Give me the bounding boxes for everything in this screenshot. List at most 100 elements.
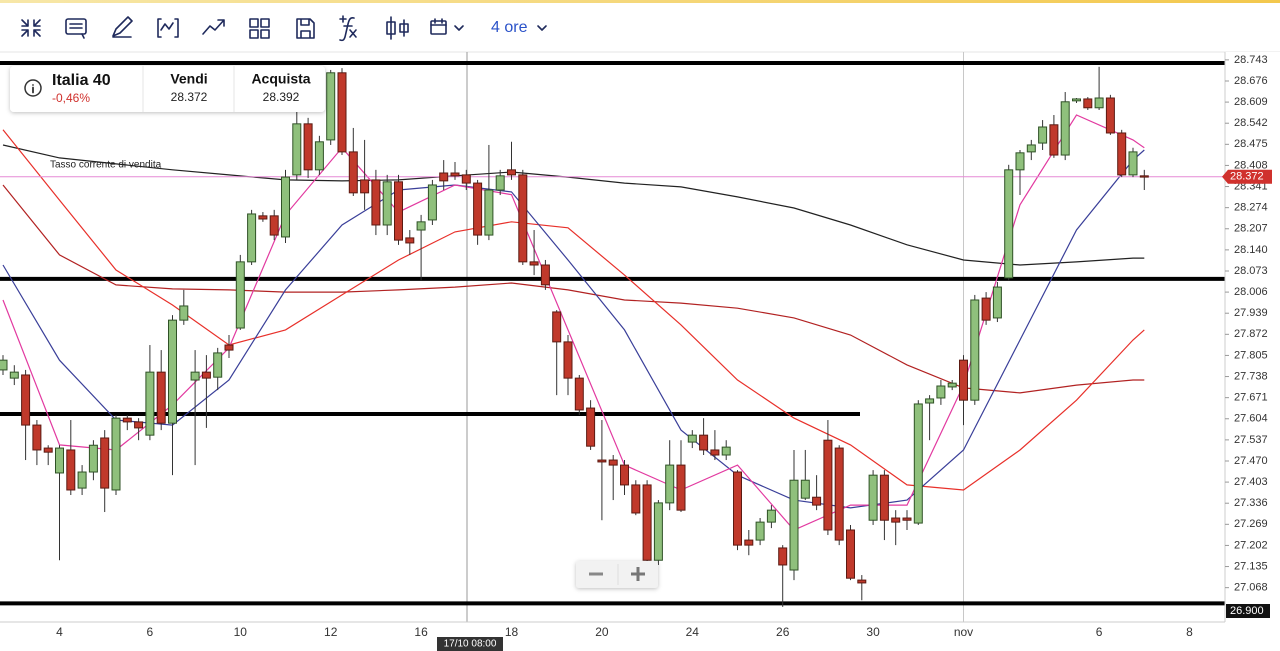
candle-body (552, 311, 562, 343)
candle-body (269, 215, 279, 236)
sell-price[interactable]: 28.372 (171, 90, 208, 104)
indicator-icon[interactable] (157, 18, 179, 38)
trend-icon[interactable] (202, 19, 225, 35)
candle-body (913, 403, 923, 524)
candle-body (857, 579, 867, 584)
x-tick-label: 18 (505, 625, 519, 639)
candle-body (111, 417, 121, 491)
x-tick-label: 10 (234, 625, 248, 639)
candle-body (507, 169, 516, 176)
candle-body (879, 474, 889, 521)
instrument-card (10, 66, 325, 112)
y-tick-label: 28.408 (1234, 159, 1268, 171)
card-bg (10, 66, 325, 112)
y-tick-label: 27.537 (1234, 434, 1268, 446)
candle-body (755, 521, 765, 541)
sell-label[interactable]: Vendi (170, 71, 207, 87)
zoom-in[interactable] (631, 567, 645, 581)
x-tick-label: 16 (414, 625, 428, 639)
candle-body (247, 213, 257, 263)
moving-average (2, 144, 1145, 266)
candle-body (834, 447, 844, 541)
candle-body (32, 424, 42, 451)
draw-icon[interactable] (112, 16, 133, 38)
candle-body (21, 374, 31, 426)
candle-body (1128, 151, 1138, 176)
candle-body (529, 261, 539, 266)
save-icon[interactable] (296, 18, 315, 39)
candle-body (744, 539, 754, 546)
moving-average (2, 129, 1145, 491)
fullscreen-icon[interactable] (21, 19, 41, 37)
candle-body (235, 261, 245, 329)
candle-body (563, 341, 573, 379)
candle-body (473, 182, 483, 236)
candle-body (608, 459, 618, 466)
y-tick-label: 27.872 (1234, 328, 1268, 340)
calendar-icon[interactable] (430, 18, 464, 35)
candle-body (620, 464, 629, 486)
timeframe[interactable]: 4 ore (491, 19, 528, 36)
candle-body (846, 529, 855, 579)
y-tick-label: 27.135 (1234, 560, 1268, 572)
info-icon[interactable] (24, 79, 42, 97)
x-tick-label: 8 (1186, 625, 1193, 639)
x-tick-label: 30 (866, 625, 880, 639)
candle-body (733, 471, 742, 546)
candle-body (292, 123, 302, 176)
timeframe-caret[interactable] (537, 25, 547, 31)
candle-body (394, 181, 403, 241)
candle-body (281, 176, 290, 238)
candle-body (9, 371, 19, 379)
layout-icon[interactable] (249, 18, 270, 39)
y-tick-label: 27.336 (1234, 497, 1268, 509)
candle-body (88, 444, 98, 473)
notes-icon[interactable] (65, 18, 87, 39)
candle-body (868, 474, 878, 521)
y-tick-label: 28.542 (1234, 117, 1268, 129)
candle-body (348, 151, 358, 194)
candle-body (371, 179, 381, 226)
candle-body (891, 517, 901, 523)
buy-price[interactable]: 28.392 (263, 90, 300, 104)
candle-body (1026, 144, 1036, 153)
x-tick-label: 6 (1096, 625, 1103, 639)
top-strip (0, 0, 1280, 3)
candle-body (495, 175, 505, 191)
candle-body (461, 174, 471, 184)
candle-body (0, 359, 8, 371)
candle-body (427, 184, 437, 221)
x-tick-label: 6 (147, 625, 154, 639)
buy-label[interactable]: Acquista (251, 71, 310, 87)
candle-icon[interactable] (386, 16, 409, 40)
candle-body (676, 464, 686, 511)
candle-body (213, 352, 223, 378)
moving-average (2, 114, 1145, 531)
candle-body (902, 517, 912, 521)
y-tick-label: 27.470 (1234, 455, 1268, 467)
candle-body (1117, 132, 1127, 176)
candle-body (597, 459, 607, 463)
candle-body (947, 382, 957, 388)
instrument-name: Italia 40 (52, 72, 111, 89)
candle-body (179, 305, 189, 321)
y-tick-label: 28.743 (1234, 54, 1268, 66)
candle-body (970, 299, 980, 401)
candle-body (314, 141, 324, 171)
candle-body (416, 221, 426, 231)
candle-body (631, 484, 641, 514)
x-tick-label: 24 (686, 625, 700, 639)
y-tick-label: 27.671 (1234, 392, 1268, 404)
y-tick-label: 27.403 (1234, 476, 1268, 488)
candle-body (258, 215, 268, 220)
zoom-bg (576, 561, 658, 588)
candle-body (145, 371, 155, 436)
candle-body (800, 479, 810, 499)
y-tick-label: 28.676 (1234, 75, 1268, 87)
candle-body (653, 502, 663, 561)
function-icon[interactable] (339, 15, 357, 42)
candle-body (1105, 97, 1115, 134)
candle-body (303, 123, 313, 171)
toolbar: 4 ore (21, 15, 547, 42)
candle-body (1083, 98, 1093, 109)
